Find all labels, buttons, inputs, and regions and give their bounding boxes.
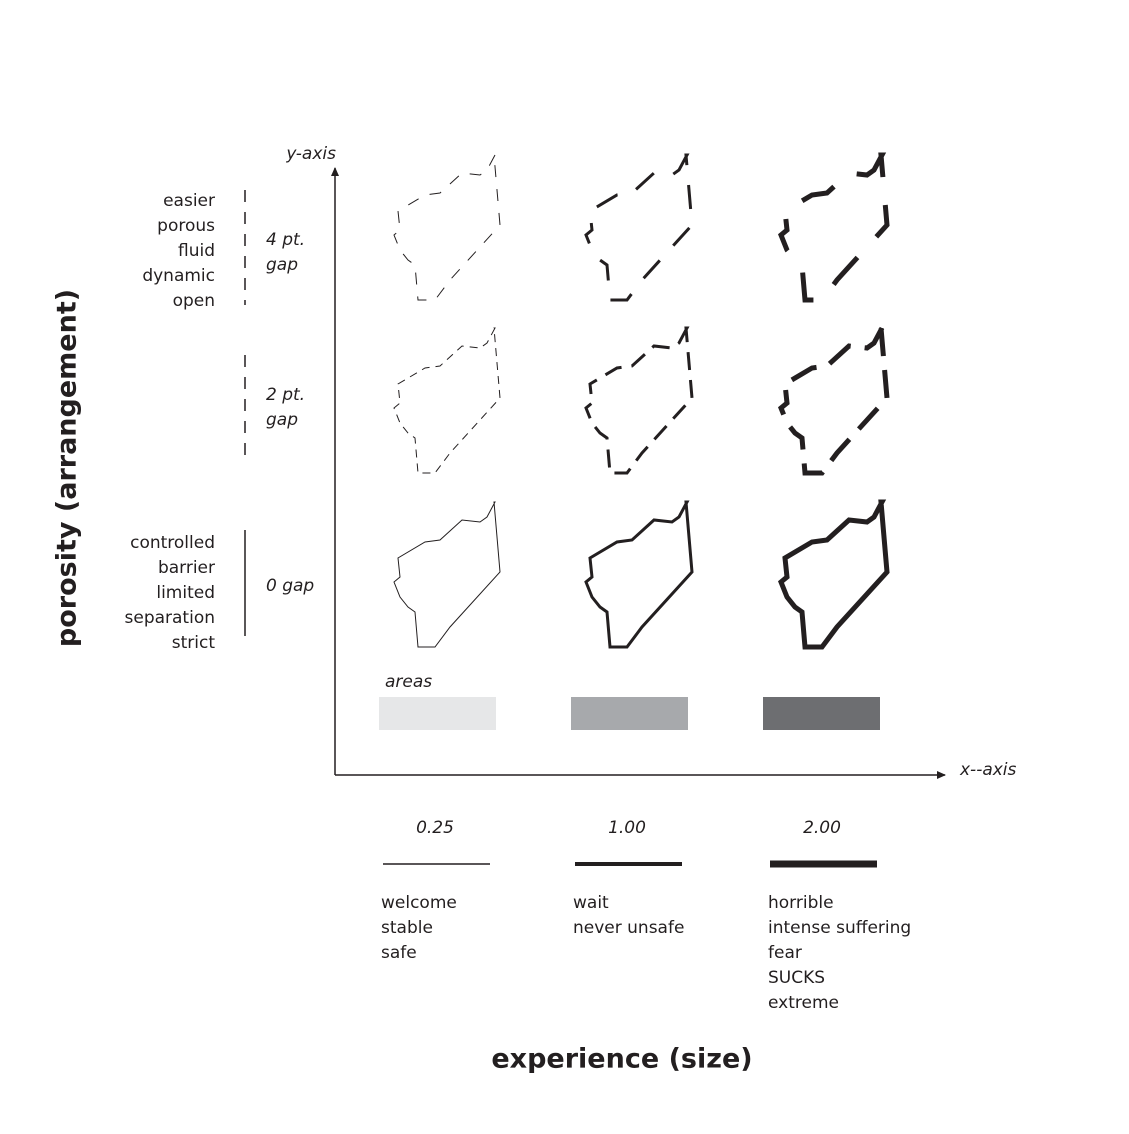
outline-shape (584, 500, 694, 649)
outline-shape (778, 325, 890, 476)
x-title: experience (size) (491, 1044, 752, 1075)
descriptor: controlled (130, 533, 215, 553)
y-title: porosity (arrangement) (52, 289, 83, 647)
outline-shape (584, 153, 694, 302)
experience-word: intense suffering (768, 918, 911, 938)
outline-shape (393, 154, 501, 301)
gap-label: 4 pt. (266, 230, 305, 250)
descriptor: porous (157, 216, 215, 236)
descriptor: easier (163, 191, 215, 211)
experience-word: never unsafe (573, 918, 684, 938)
outline-shape (778, 152, 890, 303)
gap-label: gap (266, 255, 298, 275)
x-axis-label: x--axis (959, 760, 1017, 780)
experience-word: fear (768, 943, 802, 963)
descriptor: dynamic (142, 266, 215, 286)
size-label: 1.00 (608, 818, 646, 838)
experience-word: horrible (768, 893, 834, 913)
experience-word: welcome (381, 893, 457, 913)
descriptor: barrier (158, 558, 215, 578)
descriptor: open (173, 291, 215, 311)
outline-shape (393, 327, 501, 474)
experience-word: wait (573, 893, 609, 913)
descriptor: fluid (178, 241, 215, 261)
experience-word: extreme (768, 993, 839, 1013)
descriptor: limited (156, 583, 215, 603)
descriptor: separation (125, 608, 216, 628)
experience-word: stable (381, 918, 433, 938)
y-axis-label: y-axis (285, 144, 336, 164)
gap-label: 0 gap (266, 576, 314, 596)
outline-shape (584, 326, 694, 475)
outline-shape (778, 499, 890, 650)
area-swatch (379, 697, 496, 730)
gap-label: 2 pt. (266, 385, 305, 405)
areas-label: areas (385, 672, 432, 692)
area-swatch (571, 697, 688, 730)
descriptor: strict (172, 633, 216, 653)
outline-shape (393, 501, 501, 648)
gap-label: gap (266, 410, 298, 430)
size-label: 2.00 (803, 818, 841, 838)
experience-word: SUCKS (768, 968, 825, 988)
area-swatch (763, 697, 880, 730)
experience-word: safe (381, 943, 417, 963)
size-label: 0.25 (416, 818, 454, 838)
